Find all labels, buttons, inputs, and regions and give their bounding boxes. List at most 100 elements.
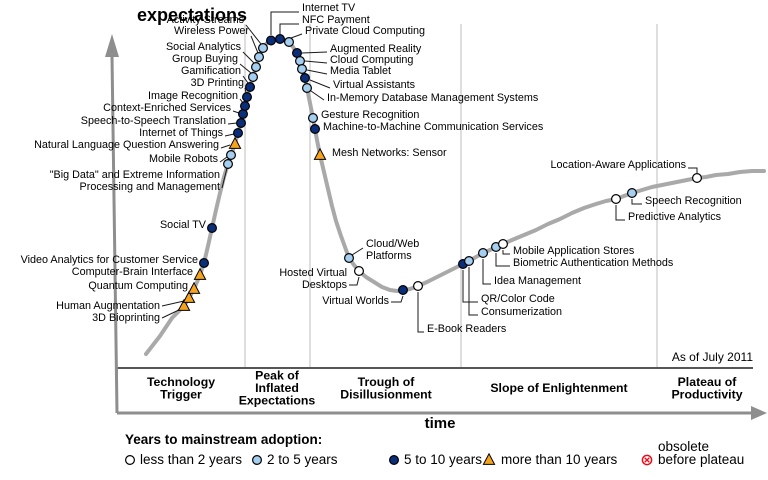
phase-label-plateau-of-productivity: Productivity: [671, 387, 742, 401]
phase-label-peak-of-inflated-expectations: Peak of: [255, 369, 300, 383]
point-machine-to-machine-communication-services: [310, 123, 321, 134]
leader-line-idea-management: [482, 259, 491, 285]
label-media-tablet: Media Tablet: [330, 65, 391, 77]
label-internet-tv: Internet TV: [302, 2, 356, 14]
legend-marker-obsolete-x: [644, 457, 650, 463]
point-human-augmentation: [182, 290, 196, 303]
point-natural-language-question-answering: [228, 136, 242, 149]
leader-line-qr-color-code: [462, 270, 478, 303]
label-idea-management: Idea Management: [494, 275, 581, 287]
leader-line-nfc-payment: [279, 23, 299, 34]
legend-marker-gt10: [482, 452, 496, 465]
label-speech-to-speech-translation: Speech-to-Speech Translation: [81, 115, 226, 127]
point-computer-brain-interface: [193, 267, 207, 280]
label-hosted-virtual-desktops: Desktops: [302, 279, 348, 291]
label-group-buying: Group Buying: [172, 53, 238, 65]
phase-label-peak-of-inflated-expectations: Inflated: [255, 381, 299, 395]
legend-label-y2to5: 2 to 5 years: [267, 452, 338, 467]
leader-line-social-analytics: [242, 51, 255, 64]
label-context-enriched-services: Context-Enriched Services: [103, 102, 231, 114]
point-image-recognition: [240, 100, 251, 111]
point-virtual-worlds: [398, 285, 409, 296]
point-mesh-networks-sensor: [313, 147, 327, 160]
point-in-memory-database-management-systems: [302, 82, 313, 93]
point-consumerization: [464, 256, 475, 267]
point-predictive-analytics: [610, 194, 621, 205]
label-social-analytics: Social Analytics: [166, 41, 242, 53]
label-augmented-reality: Augmented Reality: [330, 43, 422, 55]
label-3d-printing: 3D Printing: [191, 77, 244, 89]
point-3d-bioprinting: [177, 298, 191, 311]
point-gamification: [245, 81, 256, 92]
phase-label-technology-trigger: Trigger: [160, 387, 202, 401]
leader-line-biometric-authentication-methods: [495, 253, 510, 267]
leader-line-wireless-power: [250, 35, 259, 54]
point-group-buying: [248, 71, 259, 82]
label-gesture-recognition: Gesture Recognition: [321, 109, 419, 121]
leader-line-context-enriched-services: [232, 110, 240, 114]
point-cloud-web-platforms: [344, 253, 355, 264]
legend-label-y5to10: 5 to 10 years: [404, 452, 482, 467]
phase-label-trough-of-disillusionment: Disillusionment: [340, 387, 432, 401]
leader-line-speech-recognition: [631, 199, 642, 205]
point-idea-management: [478, 248, 489, 259]
label-private-cloud-computing: Private Cloud Computing: [305, 25, 425, 37]
label-nfc-payment: NFC Payment: [302, 14, 370, 26]
label-mobile-robots: Mobile Robots: [149, 153, 219, 165]
label-quantum-computing: Quantum Computing: [88, 280, 188, 292]
time-axis-arrowhead: [751, 406, 767, 420]
label-mobile-application-stores: Mobile Application Stores: [513, 245, 635, 257]
point-internet-of-things: [233, 128, 244, 139]
legend-marker-y5to10: [389, 455, 400, 466]
leader-line-gamification: [242, 75, 249, 84]
label-cloud-web-platforms: Platforms: [366, 250, 412, 262]
label-virtual-worlds: Virtual Worlds: [322, 295, 389, 307]
label-human-augmentation: Human Augmentation: [56, 300, 160, 312]
leader-line-location-aware-applications: [688, 167, 698, 173]
legend-marker-y2to5: [252, 455, 263, 466]
point-3d-printing: [242, 91, 253, 102]
leader-line-media-tablet: [306, 69, 328, 75]
label-virtual-assistants: Virtual Assistants: [333, 79, 416, 91]
label-machine-to-machine-communication-services: Machine-to-Machine Communication Service…: [323, 121, 544, 133]
time-axis-label: time: [425, 415, 456, 432]
point-social-analytics: [251, 61, 262, 72]
phase-label-peak-of-inflated-expectations: Expectations: [239, 394, 316, 408]
leader-line-consumerization: [468, 267, 478, 316]
legend-marker-lt2: [124, 455, 135, 466]
point-virtual-assistants: [300, 72, 311, 83]
point-speech-recognition: [626, 188, 637, 199]
point-activity-streams: [258, 42, 269, 53]
leader-line-mobile-robots: [219, 156, 228, 163]
phase-label-plateau-of-productivity: Plateau of: [678, 375, 738, 389]
label-mesh-networks-sensor: Mesh Networks: Sensor: [332, 147, 447, 159]
leader-line-cloud-web-platforms: [351, 247, 364, 256]
point-cloud-computing: [295, 55, 306, 66]
point-social-tv: [207, 223, 218, 234]
point-private-cloud-computing: [284, 36, 295, 47]
legend-label-lt2: less than 2 years: [140, 452, 242, 467]
label-image-recognition: Image Recognition: [148, 90, 238, 102]
leader-line-internet-of-things: [224, 133, 235, 137]
label-video-analytics-for-customer-service: Video Analytics for Customer Service: [21, 254, 198, 266]
point-context-enriched-services: [238, 108, 249, 119]
leader-line-virtual-assistants: [309, 79, 331, 89]
label-in-memory-database-management-systems: In-Memory Database Management Systems: [327, 92, 539, 104]
point-location-aware-applications: [691, 173, 702, 184]
legend-label-gt10: more than 10 years: [501, 452, 618, 467]
leader-line-hosted-virtual-desktops: [349, 276, 360, 286]
leader-line-activity-streams: [245, 24, 262, 45]
leader-line-in-memory-database-management-systems: [310, 90, 325, 101]
phase-label-technology-trigger: Technology: [147, 375, 215, 389]
point-gesture-recognition: [308, 112, 319, 123]
label-hosted-virtual-desktops: Hosted Virtual: [279, 267, 347, 279]
label-qr-color-code: QR/Color Code: [481, 293, 555, 305]
label-predictive-analytics: Predictive Analytics: [628, 211, 722, 223]
point-mobile-robots: [226, 150, 237, 161]
point-wireless-power: [254, 51, 265, 62]
label-biometric-authentication-methods: Biometric Authentication Methods: [513, 257, 674, 269]
point-media-tablet: [297, 63, 308, 74]
point-quantum-computing: [187, 281, 201, 294]
